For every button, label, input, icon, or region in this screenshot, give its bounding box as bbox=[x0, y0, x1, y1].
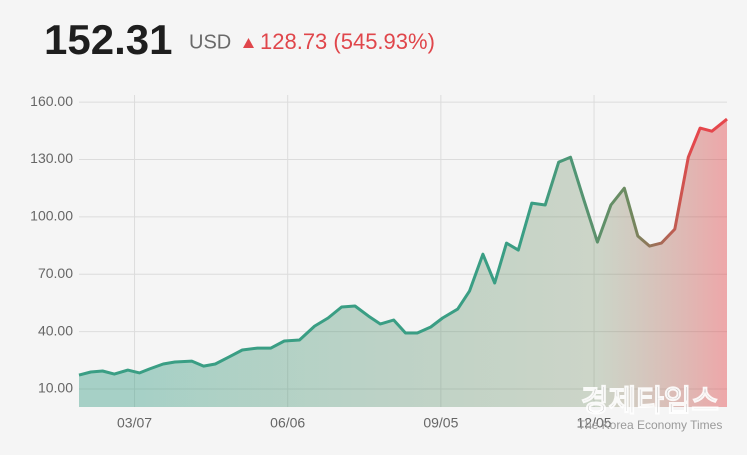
y-tick-label: 160.00 bbox=[30, 93, 73, 109]
change: 128.73 (545.93%) bbox=[260, 29, 435, 54]
x-tick-label: 09/05 bbox=[423, 415, 458, 431]
plot: 10.00 40.00 70.00 100.00 130.00 160.00 03/07 06… bbox=[30, 93, 728, 431]
price-line bbox=[78, 117, 728, 377]
y-tick-label: 10.00 bbox=[38, 380, 73, 396]
y-tick-label: 100.00 bbox=[30, 208, 73, 224]
price: 152.31 bbox=[44, 16, 172, 63]
area-fill bbox=[79, 119, 727, 407]
y-tick-label: 130.00 bbox=[30, 150, 73, 166]
up-arrow bbox=[243, 38, 254, 48]
y-tick-label: 70.00 bbox=[38, 265, 73, 281]
currency: USD bbox=[189, 31, 231, 53]
y-tick-label: 40.00 bbox=[38, 322, 73, 338]
watermark: 경제타임스 bbox=[581, 385, 719, 418]
watermark-subtitle: The Korea Economy Times bbox=[578, 418, 723, 432]
x-tick-label: 03/07 bbox=[117, 415, 152, 431]
x-tick-label: 06/06 bbox=[270, 415, 305, 431]
x-tick-label: 12/05 bbox=[577, 415, 612, 431]
